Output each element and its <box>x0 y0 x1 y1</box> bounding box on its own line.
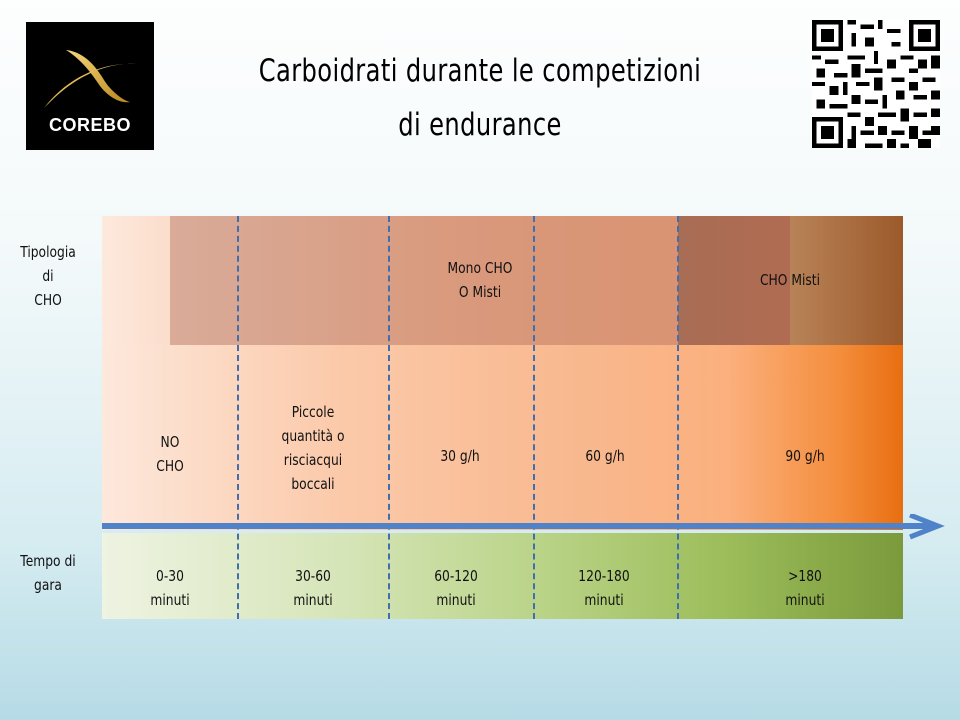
tipologia-mono-line: O Misti <box>458 283 502 301</box>
time-cell: 0-30 minuti <box>129 564 211 612</box>
label-tipologia-line: CHO <box>34 291 62 309</box>
label-tempo: Tempo di gara <box>15 549 81 597</box>
column-divider <box>388 216 390 619</box>
time-row <box>102 533 903 619</box>
time-arrow-icon <box>102 514 945 540</box>
label-tipologia: Tipologia di CHO <box>15 240 81 312</box>
intake-30gh-text: 30 g/h <box>440 447 480 465</box>
tipologia-row-misti-dark <box>678 216 790 345</box>
column-divider <box>677 216 679 619</box>
intake-60gh: 60 g/h <box>564 444 646 468</box>
label-tempo-line: Tempo di <box>20 552 76 570</box>
time-value: 60-120 <box>434 567 478 585</box>
time-unit: minuti <box>436 591 476 609</box>
column-divider <box>533 216 535 619</box>
tipologia-mono-cho: Mono CHO O Misti <box>431 256 529 304</box>
tipologia-row-empty <box>102 216 170 345</box>
intake-row <box>102 345 903 530</box>
intake-90gh: 90 g/h <box>764 444 846 468</box>
logo-text: COREBO <box>48 115 131 135</box>
title-line-2: di endurance <box>398 107 562 143</box>
corebo-x-icon <box>44 50 136 108</box>
label-tempo-line: gara <box>34 576 62 594</box>
time-value: 0-30 <box>156 567 184 585</box>
time-unit: minuti <box>785 591 825 609</box>
time-cell: 120-180 minuti <box>563 564 645 612</box>
time-cell: 30-60 minuti <box>272 564 354 612</box>
intake-90gh-text: 90 g/h <box>785 447 825 465</box>
tipologia-cho-misti: CHO Misti <box>749 268 831 292</box>
tipologia-mono-line: Mono CHO <box>447 259 513 277</box>
intake-piccole: Piccole quantità o risciacqui boccali <box>268 400 358 496</box>
time-unit: minuti <box>584 591 624 609</box>
time-cell: 60-120 minuti <box>415 564 497 612</box>
time-value: 120-180 <box>578 567 630 585</box>
time-unit: minuti <box>293 591 333 609</box>
intake-piccole-line: risciacqui <box>283 451 343 469</box>
corebo-logo: COREBO <box>26 22 154 150</box>
title-line-1: Carboidrati durante le competizioni <box>258 53 702 89</box>
label-tipologia-line: Tipologia <box>20 243 76 261</box>
time-value: 30-60 <box>295 567 331 585</box>
label-tipologia-line: di <box>42 267 54 285</box>
intake-piccole-line: boccali <box>291 475 335 493</box>
intake-no-cho: NO CHO <box>137 430 203 478</box>
tipologia-row-misti-right <box>790 216 903 345</box>
qr-code-icon <box>812 20 940 148</box>
time-unit: minuti <box>150 591 190 609</box>
intake-piccole-line: Piccole <box>291 403 335 421</box>
intake-no-cho-line: NO <box>160 433 180 451</box>
intake-60gh-text: 60 g/h <box>585 447 625 465</box>
time-cell: >180 minuti <box>764 564 846 612</box>
intake-30gh: 30 g/h <box>419 444 501 468</box>
page-title: Carboidrati durante le competizioni di e… <box>230 44 729 152</box>
time-value: >180 <box>788 567 822 585</box>
intake-piccole-line: quantità o <box>281 427 345 445</box>
column-divider <box>237 216 239 619</box>
tipologia-misti-line: CHO Misti <box>759 271 821 289</box>
intake-no-cho-line: CHO <box>156 457 184 475</box>
